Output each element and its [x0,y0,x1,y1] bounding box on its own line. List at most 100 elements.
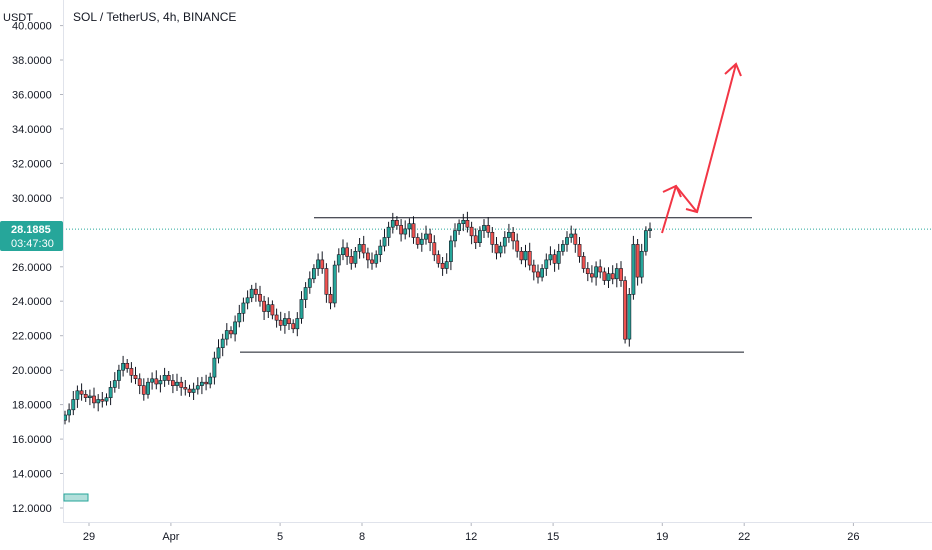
candle [299,291,304,324]
candle [328,286,333,310]
candle-body [349,256,354,264]
candle [150,372,155,390]
candle [112,372,117,393]
x-tick-label: 22 [738,531,750,543]
candle [482,219,486,238]
candle [536,264,540,284]
candle-body [394,220,399,226]
candle-body [527,251,532,266]
candle-body [440,262,445,269]
candle-body [589,273,594,278]
candle-body [233,321,238,335]
candle-body [67,409,72,416]
candle [349,249,354,270]
candle [411,216,416,244]
candle-body [461,220,466,225]
candle-body [282,318,287,326]
candle [229,326,233,339]
candle-body [195,385,200,390]
bar-countdown: 03:47:30 [11,238,54,250]
candle [183,380,188,396]
candle [552,249,557,272]
candle-body [386,226,391,238]
candle [648,222,652,238]
candle [125,359,130,373]
candle [96,394,101,412]
candle [254,282,258,302]
candle [200,376,204,395]
y-tick-labels: 12.0000 14.0000 16.0000 18.0000 20.0000 22.00… [12,21,52,515]
candle [589,265,594,283]
candle-body [515,240,520,252]
candle-body [245,297,250,304]
candle-body [307,278,312,288]
candle [432,235,437,262]
candle-body [287,318,291,324]
candle [374,250,379,268]
candle [461,213,466,232]
currency-label: USDT [3,12,33,24]
candle [498,241,503,258]
candle [419,232,424,252]
x-tick-labels: 29 Apr 5 8 12 15 19 22 26 [83,531,860,543]
candle-body [117,369,121,381]
candle [548,246,553,266]
candle-body [187,388,192,393]
current-price-value: 28.1885 [11,224,51,236]
candle-body [183,387,188,390]
candle-body [88,395,92,399]
candle-body [623,280,628,340]
candle [237,304,242,328]
candle [457,219,462,235]
candle [245,290,250,310]
candle-body [635,244,640,278]
candle [394,216,399,230]
candle-body [457,223,462,231]
candle [602,267,607,285]
candle-body [270,304,275,316]
candle-body [614,268,619,280]
candle [407,218,412,238]
candle-body [341,247,345,256]
candle-body [112,380,117,388]
candle-body [361,244,366,254]
y-tick-label: 20.0000 [12,365,52,377]
candle-body [104,397,109,402]
candle [341,239,345,261]
y-tick-label: 32.0000 [12,158,52,170]
candle [316,253,321,276]
candle-body [154,378,159,385]
candle [137,373,142,395]
candle [619,261,623,287]
candle [282,313,287,334]
candle-body [419,238,424,245]
candles [63,211,652,425]
candle-body [519,251,524,261]
candle-body [494,244,499,254]
forecast-path[interactable] [661,63,737,234]
y-tick-label: 38.0000 [12,55,52,67]
candle-body [627,293,632,340]
candle [278,311,283,331]
candle-body [477,230,482,244]
candle [336,248,341,273]
candle [540,264,545,282]
candle [523,244,528,268]
volume-toggle-indicator[interactable] [63,493,89,502]
candle [444,253,449,274]
candle [370,252,374,270]
candle [556,243,561,270]
candle [490,227,495,253]
candle [162,367,167,387]
candle-body [254,288,258,295]
candle-body [328,293,333,304]
candle-body [565,237,569,245]
x-tick-label: 26 [847,531,859,543]
candle-body [258,293,262,302]
candle [623,276,628,344]
candle-body [303,287,308,300]
candle [378,239,383,263]
y-tick-label: 30.0000 [12,193,52,205]
